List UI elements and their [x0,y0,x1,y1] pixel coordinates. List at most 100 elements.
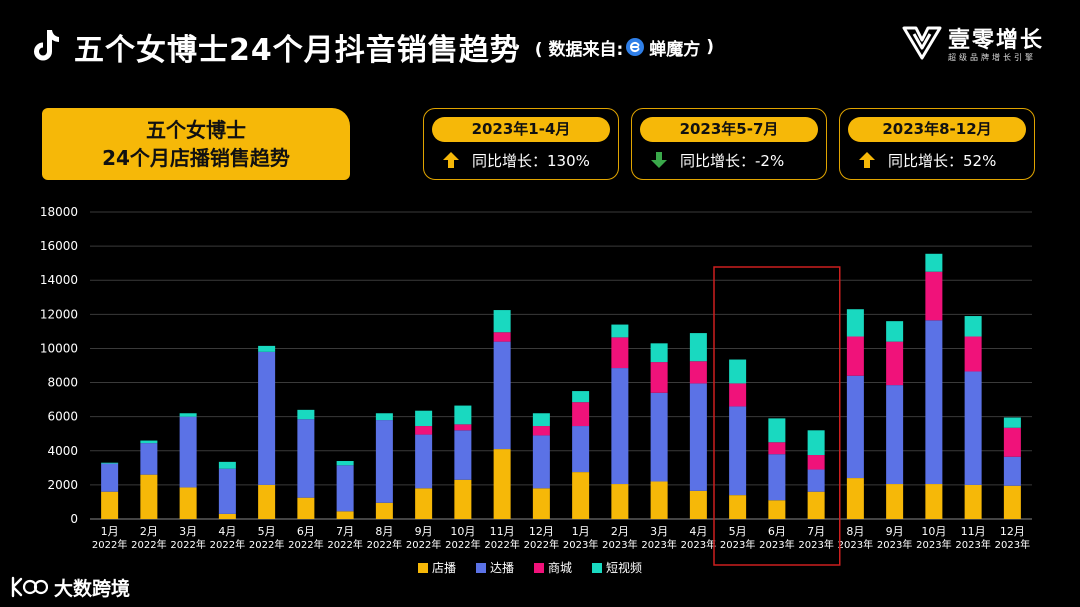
bar-segment-短视频 [611,324,629,338]
y-tick-label: 6000 [47,410,78,424]
x-tick-label-month: 11月 [490,525,515,538]
bar-segment-短视频 [493,310,511,333]
bar-segment-短视频 [179,413,197,417]
legend-swatch-短视频 [592,563,602,573]
y-tick-label: 8000 [47,376,78,390]
x-tick-label-year: 2022年 [92,538,127,551]
bar-segment-店播 [572,472,590,519]
bar-segment-店播 [846,478,864,519]
bar-segment-商城 [532,426,550,436]
x-tick-label-year: 2023年 [838,538,873,551]
bar-segment-达播 [689,383,707,491]
bar-segment-商城 [1003,427,1021,457]
bar-segment-短视频 [846,309,864,337]
x-tick-label-year: 2023年 [681,538,716,551]
bar-segment-短视频 [375,413,393,421]
legend-swatch-达播 [476,563,486,573]
x-tick-label-year: 2022年 [406,538,441,551]
bar-segment-店播 [886,484,904,519]
bar-segment-店播 [768,500,786,519]
brand-name: 壹零增长 [948,28,1045,53]
tiktok-icon [34,30,59,61]
period-label: 2023年8-12月 [848,117,1026,142]
x-tick-label-month: 7月 [807,525,825,538]
bar-segment-短视频 [454,405,472,425]
bar-segment-达播 [258,351,276,485]
bar-segment-达播 [415,434,433,489]
x-tick-label-month: 9月 [886,525,904,538]
bar-segment-达播 [297,419,315,498]
x-tick-label-year: 2023年 [759,538,794,551]
x-tick-label-month: 12月 [1000,525,1025,538]
bar-segment-店播 [689,490,707,519]
x-tick-label-month: 6月 [768,525,786,538]
arrow-down-icon [651,152,667,168]
bar-segment-达播 [218,468,236,514]
x-tick-label-month: 4月 [218,525,236,538]
bar-segment-店播 [258,484,276,519]
period-card-2: 2023年5-7月 同比增长：-2% [631,108,827,180]
bar-segment-达播 [493,341,511,450]
y-tick-label: 2000 [47,478,78,492]
stacked-bar-chart: 0 2000 4000 6000 8000 10000 12000 14000 16000 180… [40,205,1032,575]
x-tick-label-month: 4月 [689,525,707,538]
x-tick-label-year: 2022年 [210,538,245,551]
bar-segment-达播 [964,371,982,485]
bar-segment-短视频 [297,409,315,420]
bar-segment-店播 [729,495,747,519]
bar-segment-短视频 [886,321,904,342]
period-card-3: 2023年8-12月 同比增长：52% [839,108,1035,180]
bar-segment-达播 [532,435,550,489]
x-tick-label-year: 2022年 [249,538,284,551]
x-tick-label-year: 2022年 [445,538,480,551]
bar-segment-短视频 [258,345,276,352]
bar-segment-商城 [807,455,825,470]
bar-segment-短视频 [925,253,943,272]
brand-logo: 壹零增长 超级品牌增长引擎 [902,22,1052,66]
bar-segment-商城 [846,336,864,376]
period-label: 2023年1-4月 [432,117,610,142]
bar-segment-短视频 [415,410,433,427]
bar-segment-店播 [807,491,825,519]
bar-segment-达播 [807,469,825,492]
bar-segment-达播 [650,392,668,482]
x-tick-label-year: 2023年 [916,538,951,551]
y-tick-label: 12000 [40,307,78,321]
legend-label: 达播 [490,561,514,575]
bar-segment-短视频 [729,359,747,384]
x-tick-label-year: 2023年 [563,538,598,551]
bar-segment-短视频 [768,418,786,443]
x-tick-label-month: 7月 [336,525,354,538]
bar-segment-店播 [218,513,236,519]
bar-segment-达播 [925,320,943,485]
bar-segment-商城 [572,402,590,427]
bar-segment-店播 [297,497,315,519]
chanmama-logo-icon [626,38,645,56]
bar-segment-店播 [336,511,354,519]
bar-segment-店播 [611,484,629,519]
bar-segment-短视频 [807,430,825,456]
x-tick-label-year: 2022年 [484,538,519,551]
bar-segment-达播 [572,426,590,473]
bar-segment-短视频 [101,462,119,464]
x-tick-label-year: 2023年 [995,538,1030,551]
bar-segment-短视频 [689,333,707,362]
x-tick-label-month: 8月 [375,525,393,538]
period-growth: 同比增长：52% [858,149,996,171]
bar-segment-短视频 [964,316,982,337]
x-tick-label-year: 2022年 [367,538,402,551]
source-prefix: ( 数据来自: [534,39,624,60]
period-label: 2023年5-7月 [640,117,818,142]
bar-segment-商城 [415,426,433,435]
bar-segment-商城 [729,383,747,407]
bar-segment-店播 [964,484,982,519]
x-tick-label-year: 2022年 [524,538,559,551]
x-tick-label-year: 2023年 [720,538,755,551]
x-tick-label-month: 6月 [297,525,315,538]
bar-segment-短视频 [650,343,668,363]
period-growth: 同比增长：-2% [650,149,784,171]
header: 五个女博士24个月抖音销售趋势 ( 数据来自: 蝉魔方 ) [28,22,714,72]
x-tick-label-month: 1月 [572,525,590,538]
x-tick-label-month: 10月 [921,525,946,538]
bar-segment-店播 [101,491,119,519]
